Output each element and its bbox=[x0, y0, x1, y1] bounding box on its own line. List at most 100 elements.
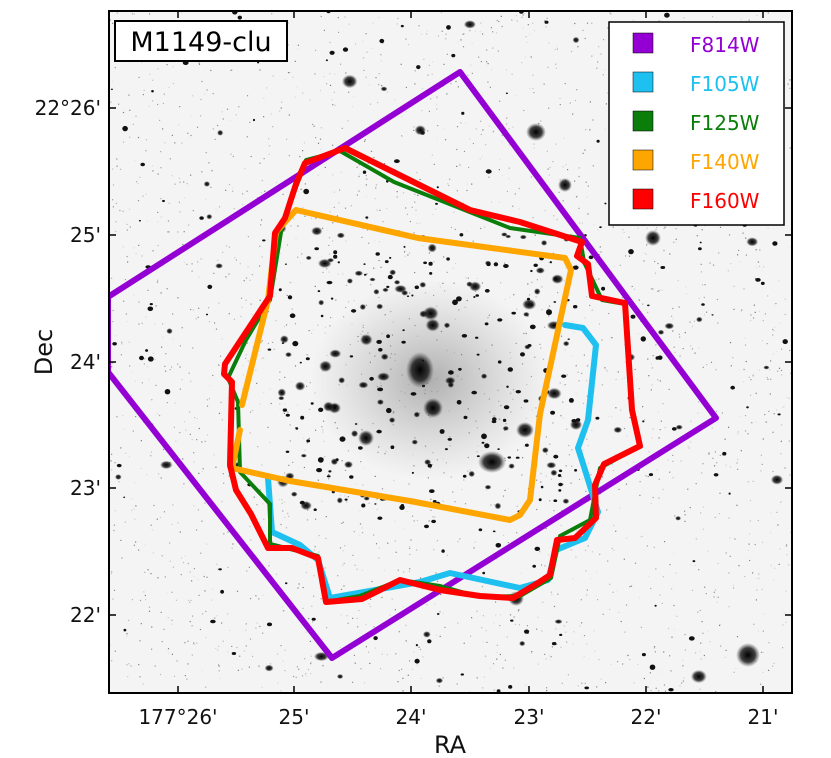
sky-noise-speck bbox=[157, 279, 159, 281]
sky-noise-speck bbox=[215, 466, 217, 468]
sky-noise-speck bbox=[513, 616, 515, 618]
sky-noise-speck bbox=[280, 523, 282, 526]
sky-noise-speck bbox=[439, 611, 441, 613]
sky-noise-speck bbox=[328, 474, 330, 476]
galaxy bbox=[386, 407, 392, 414]
sky-noise-speck bbox=[358, 609, 360, 612]
sky-noise-speck bbox=[585, 570, 587, 572]
sky-noise-speck bbox=[780, 348, 783, 350]
sky-noise-speck bbox=[608, 416, 610, 418]
galaxy bbox=[390, 445, 395, 450]
sky-noise-speck bbox=[358, 175, 360, 178]
sky-noise-speck bbox=[550, 591, 552, 593]
sky-noise-speck bbox=[434, 603, 436, 605]
sky-noise-speck bbox=[188, 372, 190, 374]
sky-noise-speck bbox=[432, 61, 434, 63]
sky-noise-speck bbox=[352, 681, 354, 683]
sky-noise-speck bbox=[784, 313, 786, 316]
sky-noise-speck bbox=[733, 308, 735, 310]
sky-noise-speck bbox=[533, 29, 536, 32]
sky-noise-speck bbox=[596, 67, 598, 69]
sky-noise-speck bbox=[109, 644, 111, 646]
sky-noise-speck bbox=[290, 282, 292, 284]
sky-noise-speck bbox=[454, 228, 456, 230]
sky-noise-speck bbox=[226, 108, 229, 110]
sky-noise-speck bbox=[200, 98, 202, 101]
sky-noise-speck bbox=[319, 90, 321, 92]
sky-noise-speck bbox=[673, 604, 675, 607]
galaxy bbox=[508, 463, 515, 469]
sky-noise-speck bbox=[245, 629, 247, 631]
sky-noise-speck bbox=[141, 322, 143, 324]
galaxy bbox=[365, 216, 369, 219]
galaxy bbox=[549, 261, 553, 264]
sky-noise-speck bbox=[654, 272, 657, 274]
sky-noise-speck bbox=[215, 260, 217, 262]
galaxy bbox=[436, 613, 440, 615]
sky-noise-speck bbox=[744, 575, 746, 578]
sky-noise-speck bbox=[132, 371, 134, 373]
sky-noise-speck bbox=[358, 534, 360, 536]
sky-noise-speck bbox=[221, 338, 223, 340]
sky-noise-speck bbox=[460, 39, 462, 41]
galaxy bbox=[654, 604, 657, 607]
sky-noise-speck bbox=[496, 651, 498, 653]
sky-noise-speck bbox=[157, 413, 159, 415]
sky-noise-speck bbox=[508, 144, 510, 146]
galaxy bbox=[573, 305, 578, 309]
galaxy bbox=[394, 159, 400, 164]
sky-noise-speck bbox=[745, 237, 747, 239]
sky-noise-speck bbox=[546, 150, 548, 152]
sky-noise-speck bbox=[598, 323, 601, 325]
galaxy bbox=[485, 169, 492, 174]
sky-noise-speck bbox=[440, 12, 442, 14]
sky-noise-speck bbox=[499, 614, 502, 616]
galaxy bbox=[596, 139, 600, 143]
sky-noise-speck bbox=[504, 298, 506, 301]
sky-noise-speck bbox=[683, 17, 685, 19]
sky-noise-speck bbox=[550, 656, 552, 658]
galaxy bbox=[299, 500, 305, 505]
sky-noise-speck bbox=[128, 619, 130, 621]
bright-galaxy bbox=[526, 123, 546, 141]
sky-noise-speck bbox=[163, 448, 165, 451]
sky-noise-speck bbox=[546, 453, 548, 455]
sky-noise-speck bbox=[755, 249, 757, 251]
sky-noise-speck bbox=[129, 226, 131, 228]
sky-noise-speck bbox=[452, 491, 454, 493]
sky-noise-speck bbox=[585, 490, 587, 492]
galaxy bbox=[122, 125, 128, 132]
sky-noise-speck bbox=[536, 479, 538, 481]
sky-noise-speck bbox=[577, 685, 579, 687]
sky-noise-speck bbox=[151, 165, 154, 167]
galaxy bbox=[478, 528, 483, 532]
sky-noise-speck bbox=[353, 654, 355, 656]
sky-noise-speck bbox=[490, 504, 492, 506]
sky-noise-speck bbox=[597, 599, 599, 601]
galaxy bbox=[400, 504, 405, 508]
galaxy bbox=[575, 418, 581, 422]
galaxy bbox=[463, 415, 468, 420]
sky-noise-speck bbox=[485, 630, 487, 632]
sky-noise-speck bbox=[772, 431, 774, 433]
sky-noise-speck bbox=[719, 624, 721, 627]
galaxy bbox=[492, 530, 496, 533]
galaxy bbox=[199, 216, 204, 220]
galaxy bbox=[777, 413, 781, 416]
sky-noise-speck bbox=[518, 208, 520, 210]
sky-noise-speck bbox=[788, 397, 790, 399]
sky-noise-speck bbox=[187, 562, 189, 565]
sky-noise-speck bbox=[179, 345, 181, 347]
sky-noise-speck bbox=[138, 664, 140, 666]
sky-noise-speck bbox=[728, 234, 731, 236]
galaxy bbox=[429, 272, 433, 275]
sky-noise-speck bbox=[310, 655, 312, 657]
sky-noise-speck bbox=[184, 642, 186, 644]
sky-noise-speck bbox=[416, 519, 418, 522]
galaxy bbox=[415, 644, 418, 647]
sky-noise-speck bbox=[748, 376, 750, 378]
sky-noise-speck bbox=[126, 320, 128, 323]
sky-noise-speck bbox=[302, 150, 304, 152]
sky-noise-speck bbox=[109, 19, 111, 21]
sky-noise-speck bbox=[241, 668, 243, 670]
